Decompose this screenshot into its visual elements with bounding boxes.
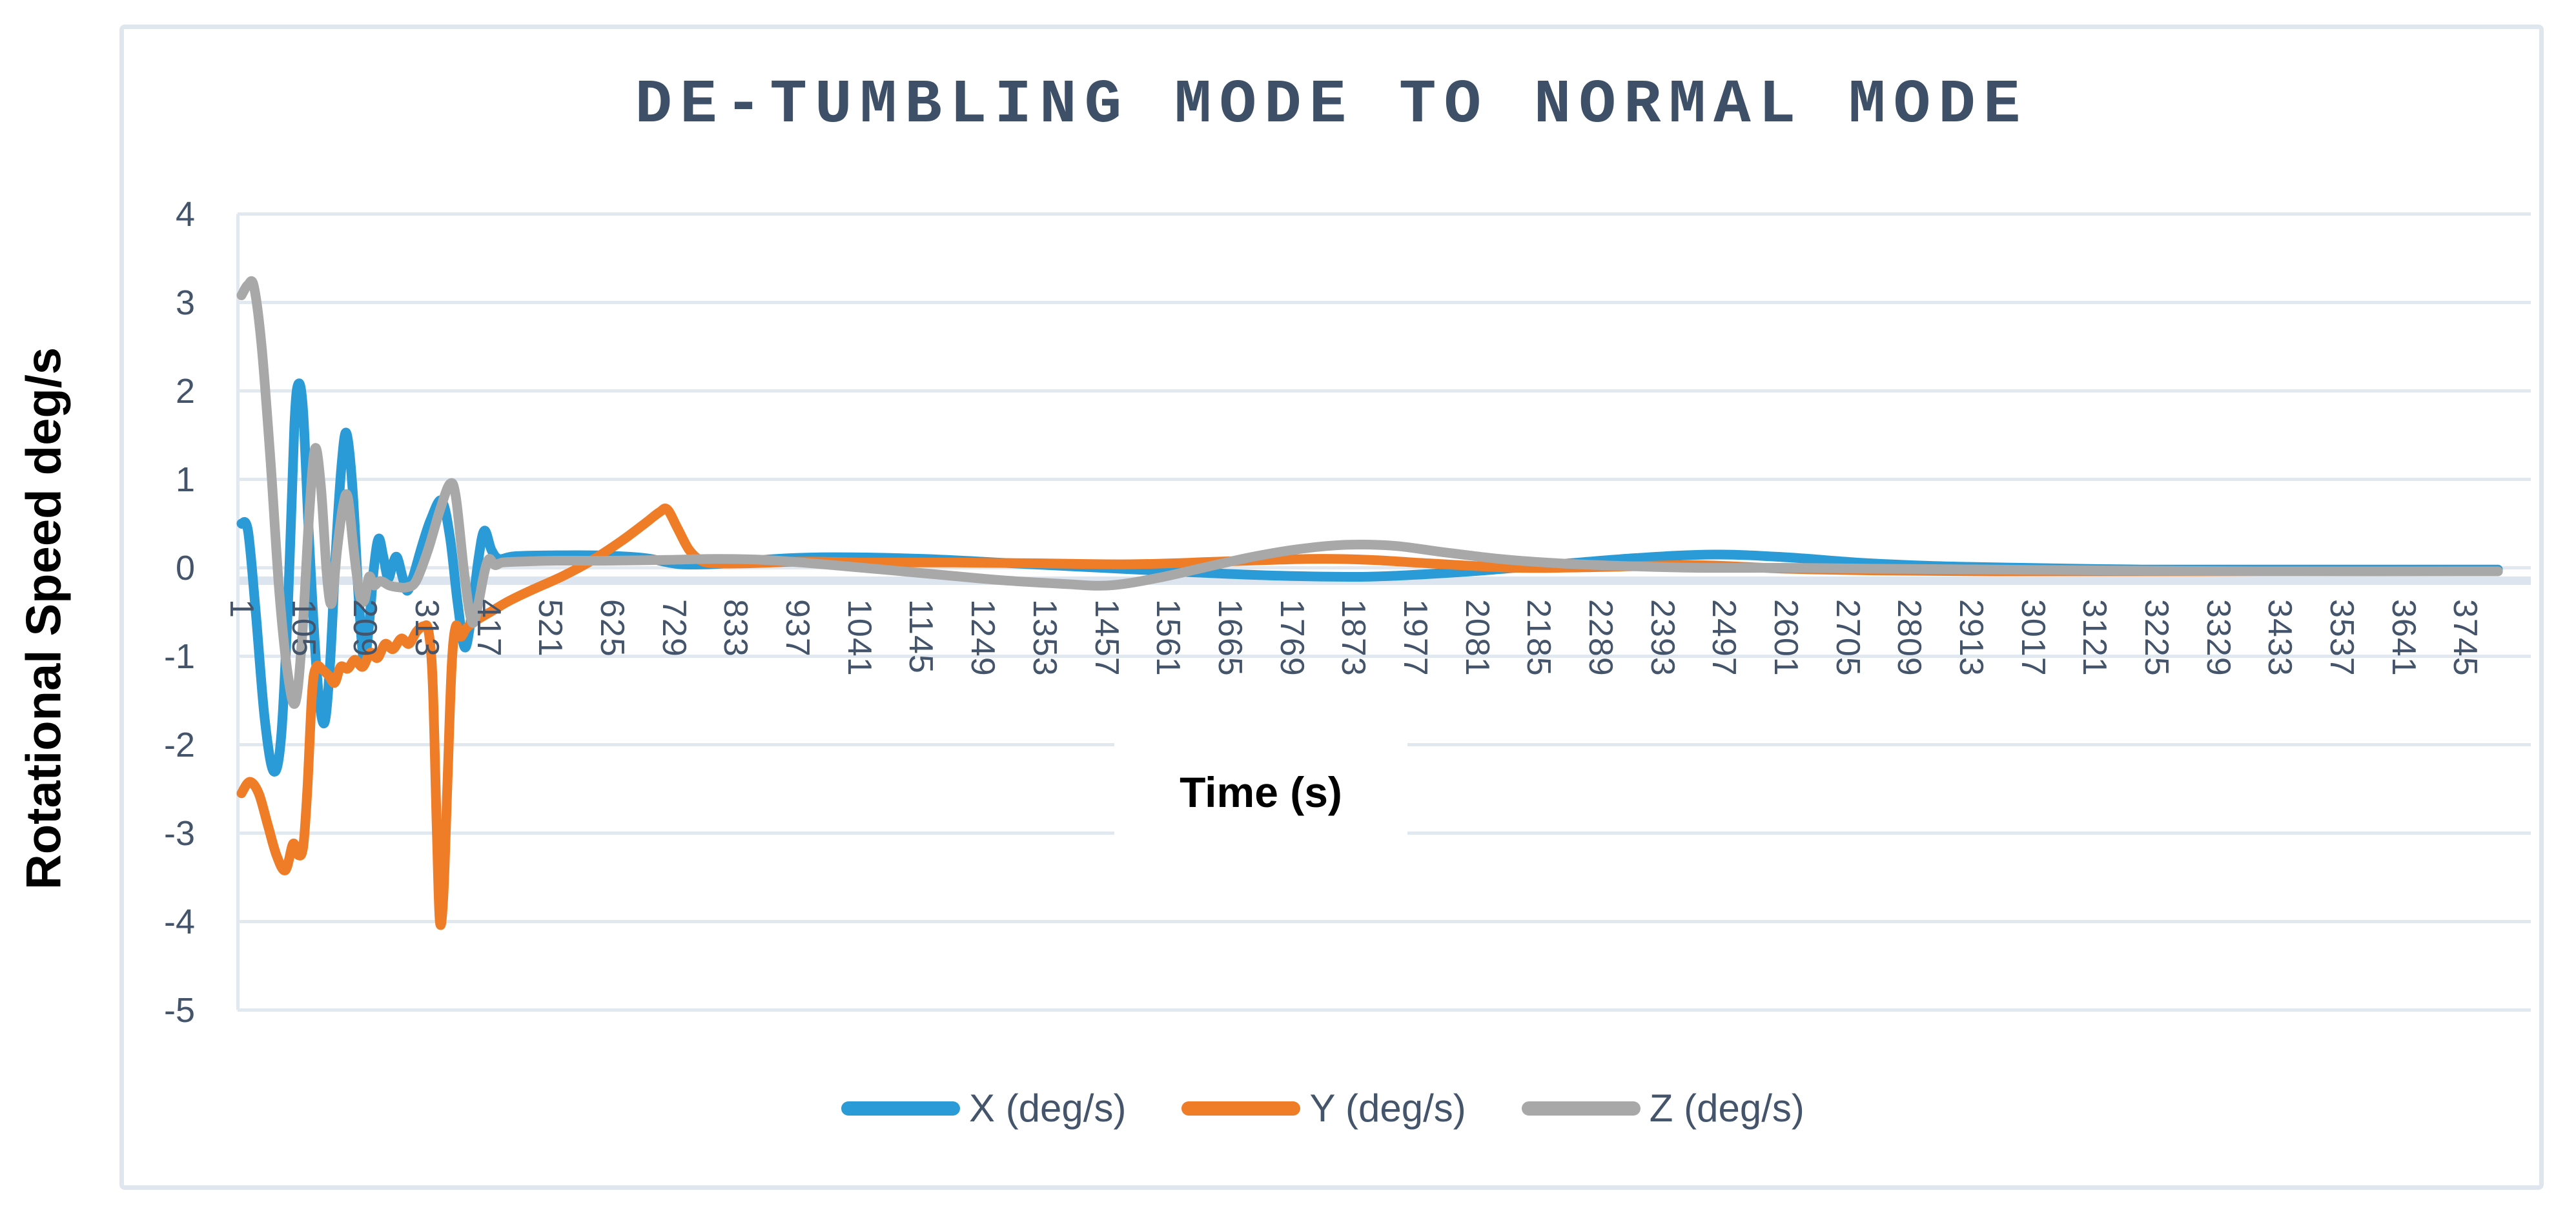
y-tick-label: -1 <box>163 637 195 676</box>
y-tick-label: -3 <box>163 813 195 853</box>
legend-label-y: Y (deg/s) <box>1309 1087 1466 1130</box>
y-tick-label: 3 <box>175 283 195 322</box>
legend-label-z: Z (deg/s) <box>1649 1087 1804 1130</box>
legend-swatch-y-line-icon <box>1181 1101 1301 1116</box>
chart-area-border <box>119 25 2544 1190</box>
gridlines <box>236 212 2531 1012</box>
chart-title: DE-TUMBLING MODE TO NORMAL MODE <box>635 70 2029 140</box>
legend: X (deg/s) Y (deg/s) Z (deg/s) <box>841 1086 1804 1130</box>
y-tick-label: -4 <box>163 902 195 941</box>
legend-label-x: X (deg/s) <box>969 1087 1127 1130</box>
legend-swatch-x-line-icon <box>841 1101 960 1116</box>
legend-swatch-z-line-icon <box>1521 1101 1641 1116</box>
y-tick-label: 4 <box>175 194 195 234</box>
y-tick-label: 0 <box>175 548 195 587</box>
y-tick-label: -2 <box>163 725 195 764</box>
legend-item-z: Z (deg/s) <box>1521 1086 1804 1130</box>
x-axis-title: Time (s) <box>1114 741 1407 843</box>
legend-item-y: Y (deg/s) <box>1181 1086 1466 1130</box>
series-lines <box>236 276 2503 930</box>
series-line-z <box>236 276 2503 709</box>
y-tick-label: 2 <box>175 371 195 411</box>
y-tick-label: 1 <box>175 460 195 499</box>
legend-item-x: X (deg/s) <box>841 1086 1126 1130</box>
y-tick-label: -5 <box>163 990 195 1030</box>
